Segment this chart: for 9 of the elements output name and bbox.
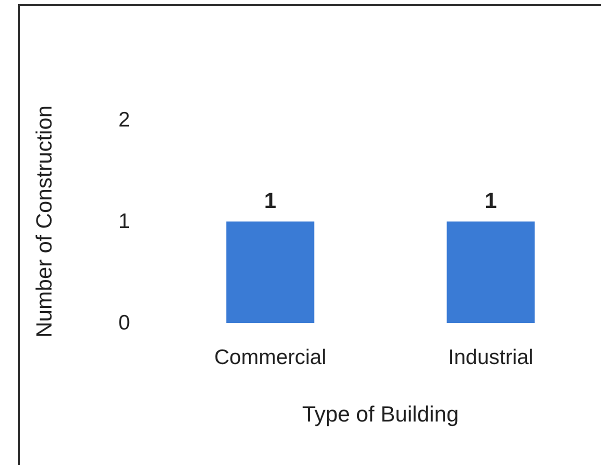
y-tick-label: 1	[118, 210, 130, 233]
y-tick-label: 0	[118, 312, 130, 334]
x-tick-label: Industrial	[448, 346, 534, 369]
y-tick-label: 2	[118, 108, 130, 132]
x-tick-label: Commercial	[214, 346, 326, 369]
data-label: 1	[484, 188, 497, 213]
x-axis-title: Type of Building	[302, 402, 459, 426]
data-label: 1	[264, 188, 276, 213]
y-axis-title: Number of Construction	[32, 105, 56, 338]
